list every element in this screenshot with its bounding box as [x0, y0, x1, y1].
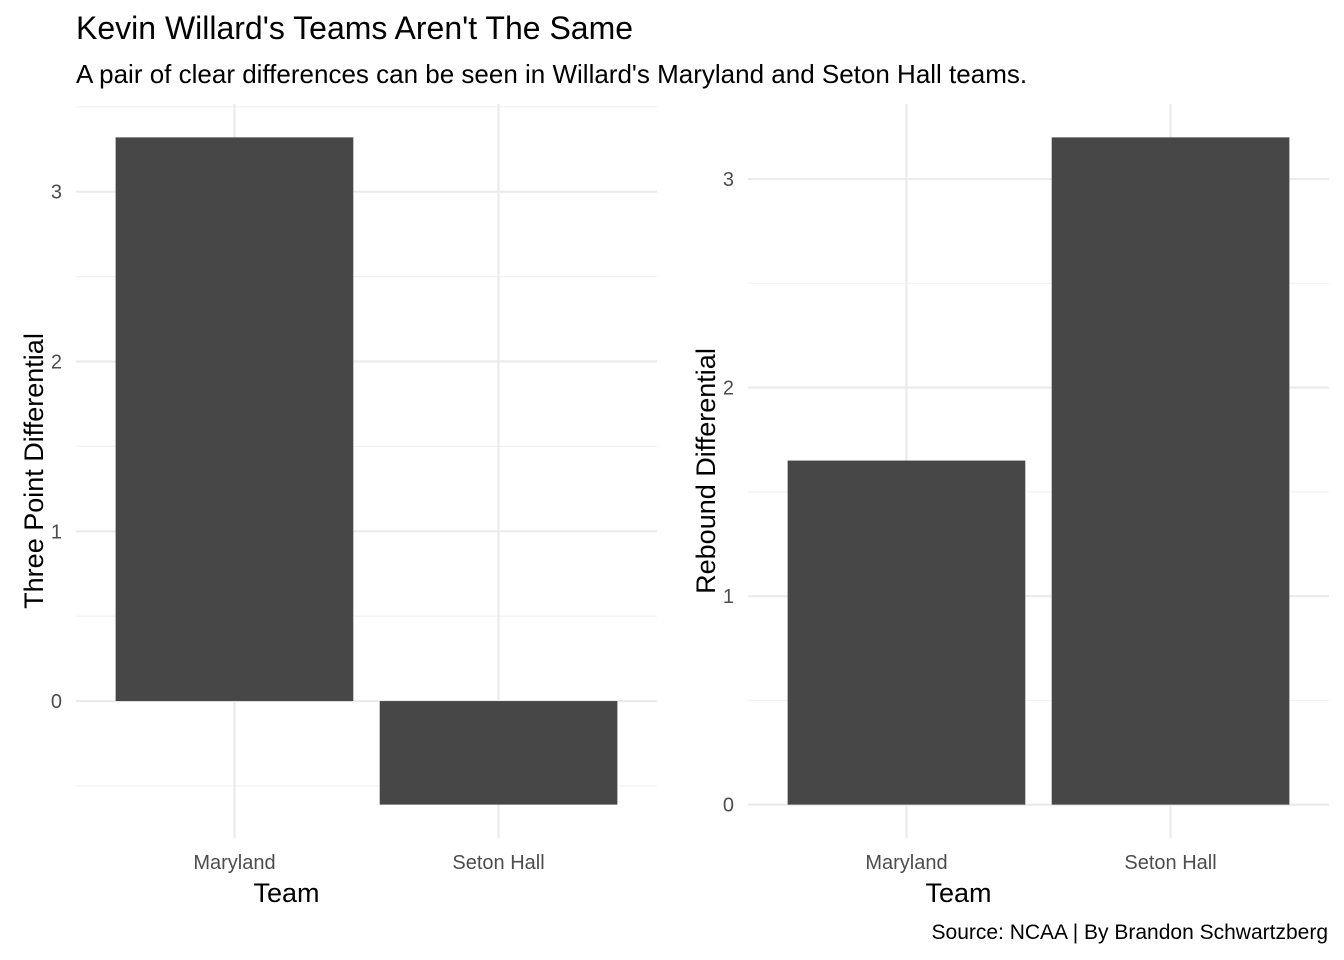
rebound-x-axis-title: Team — [925, 878, 991, 908]
rebound-y-tick-label: 1 — [723, 586, 734, 608]
rebound-bar-seton-hall — [1051, 137, 1290, 805]
rebound-x-tick-label: Seton Hall — [1124, 852, 1216, 874]
rebound-x-tick-label: Maryland — [865, 852, 947, 874]
three-point-y-tick-label: 1 — [51, 521, 62, 543]
three-point-y-tick-label: 2 — [51, 351, 62, 373]
chart-caption: Source: NCAA | By Brandon Schwartzberg — [931, 921, 1328, 944]
three-point-y-axis-title: Three Point Differential — [19, 333, 49, 609]
three-point-bar-seton-hall — [379, 701, 618, 805]
three-point-y-tick-label: 3 — [51, 182, 62, 204]
three-point-bar-maryland — [115, 137, 354, 702]
three-point-x-tick-label: Maryland — [193, 852, 275, 874]
rebound-panel: 0 1 2 3 Maryland Seton Hall Team Rebound Differ… — [691, 104, 1329, 908]
three-point-panel: 0 1 2 3 Maryland Seton Hall Team Three Point Di… — [19, 104, 657, 908]
three-point-x-tick-label: Seton Hall — [452, 852, 544, 874]
chart-subtitle: A pair of clear differences can be seen … — [76, 59, 1028, 89]
rebound-y-tick-label: 2 — [723, 378, 734, 400]
chart-title: Kevin Willard's Teams Aren't The Same — [76, 10, 634, 46]
three-point-y-tick-label: 0 — [51, 691, 62, 713]
rebound-bar-maryland — [787, 460, 1026, 805]
rebound-y-axis-title: Rebound Differential — [691, 348, 721, 594]
rebound-y-tick-label: 0 — [723, 795, 734, 817]
rebound-y-tick-label: 3 — [723, 169, 734, 191]
three-point-x-axis-title: Team — [253, 878, 319, 908]
